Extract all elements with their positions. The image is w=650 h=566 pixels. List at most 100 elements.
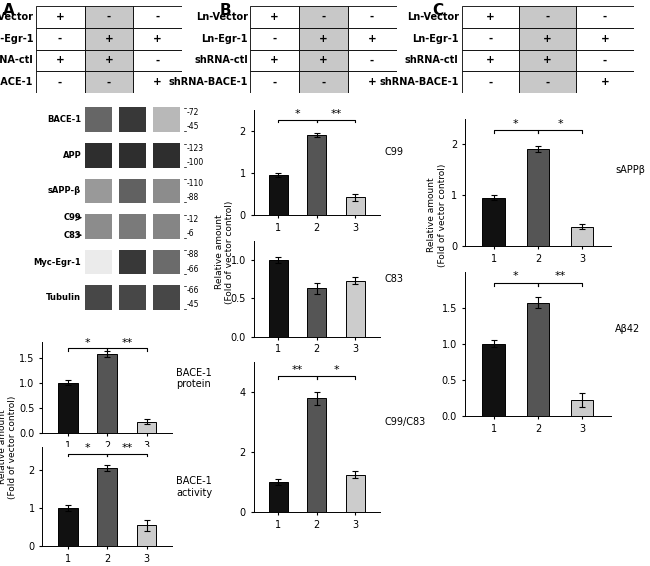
FancyBboxPatch shape (462, 50, 519, 71)
FancyBboxPatch shape (36, 71, 84, 93)
Bar (58, 383, 78, 433)
Text: C99: C99 (384, 147, 403, 157)
FancyBboxPatch shape (84, 28, 133, 50)
FancyBboxPatch shape (84, 71, 133, 93)
Text: BACE-1: BACE-1 (47, 115, 81, 124)
Text: -66: -66 (187, 265, 200, 274)
Text: *: * (557, 119, 563, 129)
FancyBboxPatch shape (348, 6, 396, 28)
Bar (98, 354, 117, 433)
FancyBboxPatch shape (348, 50, 396, 71)
Text: -: - (370, 12, 374, 22)
Text: -72: -72 (187, 108, 200, 117)
Text: Relative amount
(Fold of vector control): Relative amount (Fold of vector control) (214, 200, 234, 303)
Text: +: + (368, 78, 376, 87)
Text: C83: C83 (384, 274, 403, 284)
Bar (98, 468, 117, 546)
Text: -6: -6 (187, 229, 194, 238)
FancyBboxPatch shape (462, 28, 519, 50)
Bar (153, 143, 181, 168)
Text: shRNA-BACE-1: shRNA-BACE-1 (0, 78, 33, 87)
Text: Ln-Egr-1: Ln-Egr-1 (0, 33, 33, 44)
FancyBboxPatch shape (133, 71, 182, 93)
FancyBboxPatch shape (36, 6, 84, 28)
FancyBboxPatch shape (250, 50, 299, 71)
Text: +: + (543, 33, 552, 44)
Text: -: - (488, 33, 492, 44)
Text: -: - (321, 12, 326, 22)
Bar (482, 344, 504, 416)
Text: +: + (319, 33, 328, 44)
Text: *: * (295, 109, 300, 119)
Text: Tubulin: Tubulin (46, 293, 81, 302)
FancyBboxPatch shape (250, 6, 299, 28)
FancyBboxPatch shape (250, 71, 299, 93)
Text: -: - (603, 55, 607, 66)
Text: +: + (601, 78, 610, 87)
Text: APP: APP (62, 151, 81, 160)
Text: *: * (513, 272, 519, 281)
Text: **: ** (122, 338, 133, 348)
Text: shRNA-ctl: shRNA-ctl (194, 55, 248, 66)
FancyBboxPatch shape (577, 28, 634, 50)
Text: sAPP-β: sAPP-β (48, 186, 81, 195)
FancyBboxPatch shape (462, 71, 519, 93)
Text: -: - (321, 78, 326, 87)
FancyBboxPatch shape (299, 71, 348, 93)
Text: -88: -88 (187, 194, 199, 203)
Text: +: + (105, 55, 113, 66)
Bar (118, 143, 146, 168)
Text: -: - (58, 33, 62, 44)
Text: BACE-1
activity: BACE-1 activity (176, 476, 213, 498)
Text: +: + (153, 33, 162, 44)
Bar (118, 178, 146, 203)
Bar (153, 178, 181, 203)
Text: +: + (543, 55, 552, 66)
Text: BACE-1
protein: BACE-1 protein (176, 368, 212, 389)
FancyBboxPatch shape (133, 6, 182, 28)
FancyBboxPatch shape (84, 6, 133, 28)
Bar (118, 108, 146, 132)
Bar (269, 175, 288, 215)
Bar (136, 525, 157, 546)
FancyBboxPatch shape (348, 71, 396, 93)
Text: -: - (545, 78, 550, 87)
Bar (571, 227, 593, 246)
Text: +: + (601, 33, 610, 44)
Text: shRNA-ctl: shRNA-ctl (0, 55, 33, 66)
Bar (118, 214, 146, 239)
Text: -66: -66 (187, 286, 200, 295)
Text: C99: C99 (64, 213, 81, 222)
Text: -88: -88 (187, 250, 199, 259)
Text: -: - (272, 78, 277, 87)
Bar (153, 250, 181, 275)
Text: shRNA-BACE-1: shRNA-BACE-1 (168, 78, 248, 87)
Bar (84, 214, 112, 239)
Text: Ln-Egr-1: Ln-Egr-1 (412, 33, 459, 44)
FancyBboxPatch shape (519, 28, 577, 50)
FancyBboxPatch shape (36, 28, 84, 50)
Text: B: B (220, 3, 231, 18)
Text: -110: -110 (187, 179, 204, 188)
Text: C99/C83: C99/C83 (384, 417, 425, 427)
FancyBboxPatch shape (577, 50, 634, 71)
Text: -: - (155, 55, 160, 66)
Text: **: ** (554, 272, 565, 281)
Bar (84, 178, 112, 203)
Bar (482, 198, 504, 246)
Bar (526, 149, 549, 246)
FancyBboxPatch shape (462, 6, 519, 28)
Text: Relative amount
(Fold of vector control): Relative amount (Fold of vector control) (0, 396, 18, 499)
Bar (118, 250, 146, 275)
Text: **: ** (292, 365, 304, 375)
Bar (346, 198, 365, 215)
Text: sAPPβ: sAPPβ (616, 165, 645, 175)
Bar (153, 285, 181, 310)
Bar (118, 285, 146, 310)
Text: -123: -123 (187, 144, 204, 153)
Text: -: - (155, 12, 160, 22)
Text: +: + (486, 55, 495, 66)
Bar (58, 508, 78, 546)
Bar (307, 135, 326, 215)
Text: -: - (272, 33, 277, 44)
